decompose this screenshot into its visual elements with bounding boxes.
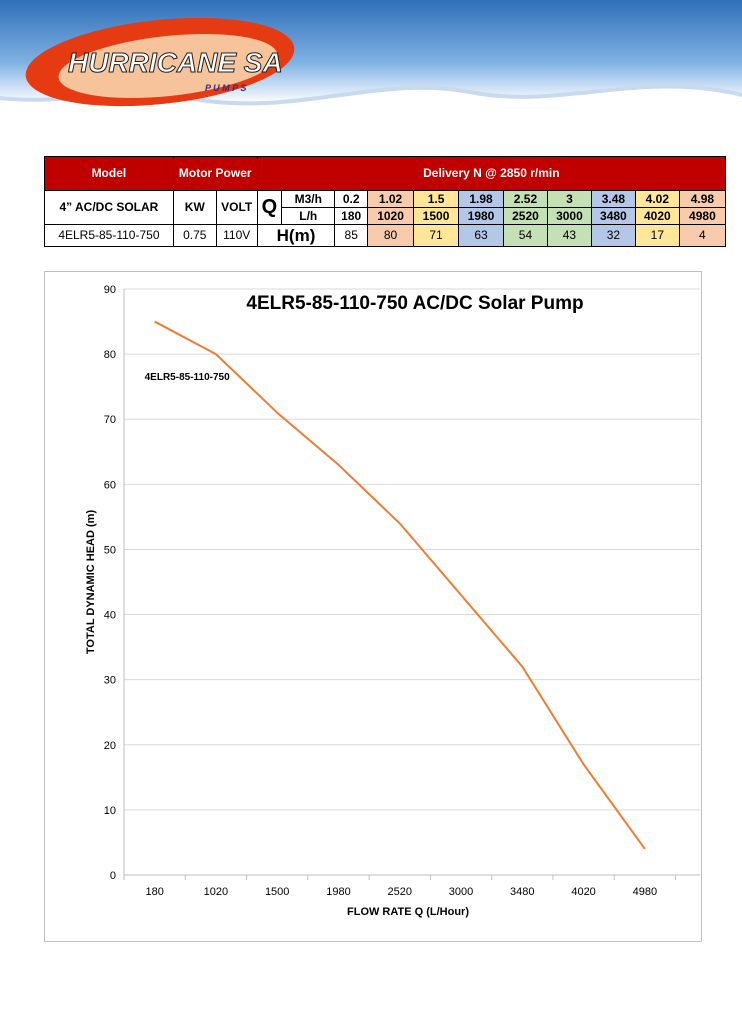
- h-cell: 4: [678, 224, 727, 247]
- lh-cell: 4020: [634, 207, 680, 225]
- x-tick-label: 2520: [388, 886, 412, 898]
- h-cell: 54: [502, 224, 548, 247]
- h-cell: 17: [634, 224, 680, 247]
- x-tick-label: 3480: [510, 886, 534, 898]
- brand-logo: HURRICANE SA P U M P S: [25, 17, 295, 107]
- header-model: Model: [44, 156, 174, 191]
- m3h-cell: 0.2: [334, 190, 369, 208]
- m3h-cell: 1.02: [367, 190, 415, 208]
- y-tick-label: 40: [104, 610, 116, 622]
- m3h-cell: 1.5: [413, 190, 460, 208]
- label-m3h: M3/h: [281, 190, 336, 208]
- m3h-cell: 4.98: [678, 190, 727, 208]
- header-motor-power: Motor Power: [172, 156, 258, 191]
- lh-cell: 180: [334, 207, 369, 225]
- subheader-q: Q: [256, 190, 283, 225]
- label-lh: L/h: [281, 207, 336, 225]
- h-cell: 32: [590, 224, 636, 247]
- row-kw: 0.75: [172, 224, 217, 247]
- lh-cell: 3480: [590, 207, 636, 225]
- series-line: [154, 320, 646, 850]
- lh-cell: 2520: [502, 207, 548, 225]
- x-tick-label: 180: [145, 886, 163, 898]
- m3h-cell: 3: [546, 190, 592, 208]
- m3h-cell: 3.48: [590, 190, 636, 208]
- row-h-label: H(m): [256, 224, 336, 247]
- h-cell: 43: [546, 224, 592, 247]
- x-tick-label: 1980: [326, 886, 350, 898]
- chart-frame: 0 10 20 30 40 50 60 70 80 90 180 1020 1500 1980 2520 30…: [44, 271, 702, 942]
- m3h-cell: 2.52: [502, 190, 548, 208]
- y-tick-label: 90: [104, 284, 116, 296]
- y-tick-label: 0: [110, 870, 116, 882]
- x-tick-label: 4020: [571, 886, 595, 898]
- lh-cell: 1500: [413, 207, 460, 225]
- row-model: 4ELR5-85-110-750: [44, 224, 174, 247]
- subheader-volt: VOLT: [215, 190, 258, 225]
- x-tick-label: 1020: [204, 886, 228, 898]
- series-label: 4ELR5-85-110-750: [145, 372, 230, 383]
- subheader-kw: KW: [172, 190, 217, 225]
- brand-sub: P U M P S: [205, 83, 246, 93]
- h-cell: 85: [334, 224, 369, 247]
- y-axis-label: TOTAL DYNAMIC HEAD (m): [85, 510, 97, 655]
- subheader-model: 4” AC/DC SOLAR: [44, 190, 174, 225]
- lh-cell: 3000: [546, 207, 592, 225]
- y-tick-label: 30: [104, 675, 116, 687]
- x-tick-label: 3000: [449, 886, 473, 898]
- y-tick-label: 20: [104, 740, 116, 752]
- header-delivery: Delivery N @ 2850 r/min: [256, 156, 727, 191]
- brand-name: HURRICANE SA: [68, 47, 283, 78]
- m3h-cell: 4.02: [634, 190, 680, 208]
- lh-cell: 4980: [678, 207, 727, 225]
- h-cell: 80: [367, 224, 415, 247]
- lh-cell: 1020: [367, 207, 415, 225]
- m3h-cell: 1.98: [458, 190, 504, 208]
- x-axis-label: FLOW RATE Q (L/Hour): [347, 906, 469, 918]
- y-tick-label: 80: [104, 349, 116, 361]
- lh-cell: 1980: [458, 207, 504, 225]
- y-tick-label: 50: [104, 544, 116, 556]
- header-banner: HURRICANE SA P U M P S: [0, 0, 742, 107]
- h-cell: 71: [413, 224, 460, 247]
- spec-table: Model Motor Power Delivery N @ 2850 r/mi…: [44, 156, 727, 247]
- y-tick-label: 60: [104, 479, 116, 491]
- y-tick-label: 10: [104, 805, 116, 817]
- y-tick-label: 70: [104, 414, 116, 426]
- x-tick-label: 1500: [265, 886, 289, 898]
- chart-title: 4ELR5-85-110-750 AC/DC Solar Pump: [246, 293, 583, 314]
- x-tick-label: 4980: [633, 886, 657, 898]
- row-volt: 110V: [215, 224, 258, 247]
- h-cell: 63: [458, 224, 504, 247]
